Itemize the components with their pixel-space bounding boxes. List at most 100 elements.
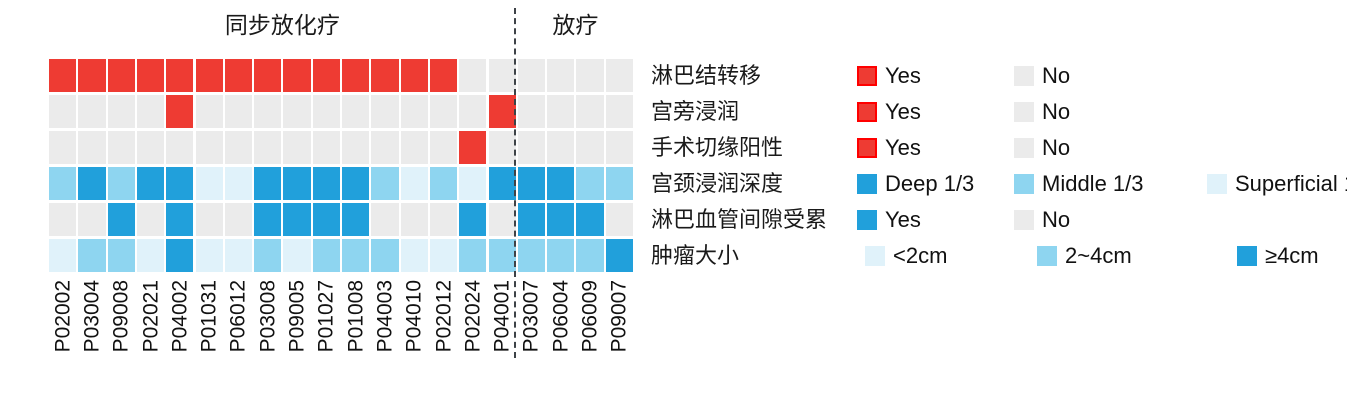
legend-label: 2~4cm — [1065, 243, 1132, 268]
x-axis-label-text: P02021 — [139, 280, 163, 353]
x-axis-label-text: P04010 — [402, 280, 426, 353]
heatmap-cell — [547, 59, 575, 92]
x-axis-label: P03004 — [77, 280, 106, 388]
heatmap-cell — [517, 95, 546, 128]
heatmap-cell — [166, 239, 194, 272]
heatmap-cell — [195, 239, 223, 272]
heatmap-cell — [400, 239, 428, 272]
heatmap-row — [48, 94, 634, 130]
heatmap-cell — [49, 239, 77, 272]
heatmap-cell — [224, 203, 253, 236]
legend-label: Yes — [885, 63, 921, 88]
heatmap-cell — [254, 239, 282, 272]
heatmap-cell — [283, 203, 311, 236]
heatmap-cell — [576, 131, 604, 164]
row-label: 宫旁浸润 — [651, 99, 740, 124]
heatmap-cell — [166, 59, 194, 92]
heatmap-cell — [224, 167, 253, 200]
heatmap-cell — [576, 59, 604, 92]
legend-swatch-icon — [1207, 174, 1227, 194]
heatmap-row — [48, 130, 634, 166]
heatmap-row — [48, 238, 634, 274]
heatmap-cell — [605, 59, 633, 92]
legend-label: Middle 1/3 — [1042, 171, 1144, 196]
heatmap-cell — [254, 167, 282, 200]
legend-label: Yes — [885, 135, 921, 160]
x-axis-label: P03008 — [253, 280, 282, 388]
legend-label: Yes — [885, 99, 921, 124]
group-title-0: 同步放化疗 — [224, 12, 340, 38]
x-axis-label: P09008 — [107, 280, 136, 388]
x-axis-label: P01031 — [195, 280, 224, 388]
heatmap-row — [48, 58, 634, 94]
x-axis-label-text: P06009 — [578, 280, 602, 353]
heatmap-cell — [488, 131, 516, 164]
heatmap-cell — [49, 95, 77, 128]
heatmap-cell — [136, 239, 165, 272]
legend-swatch-icon — [857, 210, 877, 230]
heatmap-cell — [371, 167, 399, 200]
heatmap-cell — [195, 95, 223, 128]
heatmap-cell — [49, 59, 77, 92]
heatmap-cell — [107, 59, 135, 92]
x-axis-label: P04002 — [165, 280, 194, 388]
heatmap-cell — [78, 167, 106, 200]
row-label: 淋巴结转移 — [651, 63, 762, 88]
group-divider-dashed-line — [514, 8, 516, 358]
heatmap-cell — [312, 131, 340, 164]
heatmap-cell — [400, 131, 428, 164]
x-axis-label-text: P09005 — [285, 280, 309, 353]
x-axis-label-text: P02024 — [461, 280, 485, 353]
heatmap-cell — [371, 59, 399, 92]
heatmap-cell — [78, 131, 106, 164]
legend-swatch-icon — [1237, 246, 1257, 266]
legend-label: No — [1042, 63, 1071, 88]
heatmap-cell — [459, 95, 487, 128]
heatmap-cell — [605, 203, 633, 236]
legend-swatch-icon — [857, 102, 877, 122]
x-axis-label: P02002 — [48, 280, 77, 388]
heatmap-cell — [517, 203, 546, 236]
legend-row: 宫旁浸润 Yes No — [651, 94, 1347, 130]
heatmap-cell — [49, 131, 77, 164]
heatmap-cell — [459, 131, 487, 164]
heatmap-cell — [107, 131, 135, 164]
heatmap-cell — [78, 203, 106, 236]
x-axis-label: P01027 — [312, 280, 341, 388]
heatmap-cell — [517, 239, 546, 272]
x-axis-label-text: P09008 — [109, 280, 133, 353]
row-label: 淋巴血管间隙受累 — [651, 207, 828, 232]
heatmap-cell — [312, 167, 340, 200]
heatmap-cell — [400, 167, 428, 200]
heatmap-cell — [488, 167, 516, 200]
heatmap-cell — [166, 203, 194, 236]
heatmap-cell — [517, 59, 546, 92]
heatmap-cell — [49, 167, 77, 200]
legend-row: 肿瘤大小 <2cm 2~4cm ≥4cm — [651, 238, 1347, 274]
heatmap-cell — [400, 59, 428, 92]
heatmap-cell — [283, 59, 311, 92]
heatmap-cell — [224, 239, 253, 272]
heatmap-cell — [429, 203, 458, 236]
legend-label: Superficial 1/3 — [1235, 171, 1347, 196]
heatmap-cell — [224, 95, 253, 128]
heatmap-cell — [605, 239, 633, 272]
x-axis-label: P09005 — [282, 280, 311, 388]
heatmap-cell — [517, 167, 546, 200]
x-axis-label: P09007 — [605, 280, 634, 388]
x-axis-label-text: P06012 — [226, 280, 250, 353]
heatmap-grid — [48, 58, 634, 277]
heatmap-cell — [136, 95, 165, 128]
legend-label: No — [1042, 99, 1071, 124]
heatmap-cell — [78, 239, 106, 272]
x-axis-label-text: P01008 — [344, 280, 368, 353]
heatmap-cell — [371, 239, 399, 272]
heatmap-cell — [605, 95, 633, 128]
heatmap-cell — [166, 167, 194, 200]
heatmap-cell — [488, 203, 516, 236]
heatmap-cell — [576, 95, 604, 128]
legend-label: <2cm — [893, 243, 948, 268]
heatmap-cell — [547, 203, 575, 236]
group-title-1: 放疗 — [552, 12, 599, 38]
x-axis-label-text: P04003 — [373, 280, 397, 353]
